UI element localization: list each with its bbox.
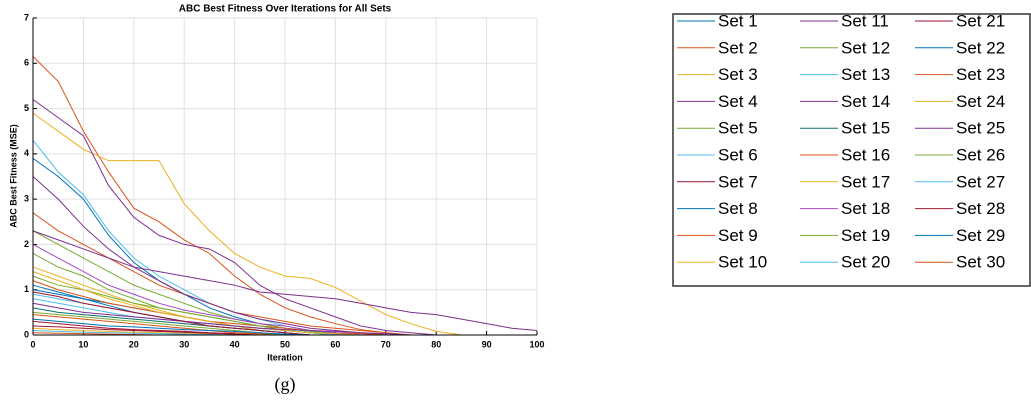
legend-label: Set 17 bbox=[841, 172, 890, 191]
x-tick-label: 50 bbox=[280, 339, 290, 349]
legend-label: Set 11 bbox=[841, 11, 889, 30]
y-tick-label: 7 bbox=[24, 12, 29, 22]
chart-title: ABC Best Fitness Over Iterations for All… bbox=[179, 4, 392, 15]
legend-label: Set 4 bbox=[718, 92, 758, 111]
x-tick-label: 100 bbox=[529, 339, 544, 349]
legend-label: Set 24 bbox=[956, 92, 1005, 111]
y-tick-label: 4 bbox=[24, 148, 29, 158]
x-tick-label: 90 bbox=[482, 339, 492, 349]
legend-label: Set 20 bbox=[841, 253, 890, 272]
legend-label: Set 16 bbox=[841, 145, 890, 164]
legend-label: Set 30 bbox=[956, 253, 1005, 272]
legend-label: Set 5 bbox=[718, 119, 758, 138]
series-line bbox=[32, 112, 537, 336]
legend-label: Set 14 bbox=[841, 92, 890, 111]
x-tick-label: 30 bbox=[179, 339, 189, 349]
legend-label: Set 2 bbox=[718, 38, 758, 57]
x-axis-label: Iteration bbox=[267, 352, 303, 362]
y-tick-label: 0 bbox=[24, 329, 29, 339]
caption: (g) bbox=[275, 374, 296, 395]
legend-label: Set 13 bbox=[841, 65, 890, 84]
legend-label: Set 10 bbox=[718, 253, 767, 272]
x-tick-label: 40 bbox=[230, 339, 240, 349]
y-tick-label: 3 bbox=[24, 194, 29, 204]
legend-box bbox=[672, 13, 1031, 287]
legend-label: Set 18 bbox=[841, 199, 890, 218]
legend-label: Set 12 bbox=[841, 38, 890, 57]
legend-label: Set 19 bbox=[841, 226, 890, 245]
x-tick-label: 0 bbox=[30, 339, 35, 349]
legend-label: Set 8 bbox=[718, 199, 758, 218]
legend-label: Set 25 bbox=[956, 119, 1005, 138]
y-tick-label: 1 bbox=[24, 284, 29, 294]
x-tick-label: 60 bbox=[330, 339, 340, 349]
legend-label: Set 23 bbox=[956, 65, 1005, 84]
legend-label: Set 28 bbox=[956, 199, 1005, 218]
legend-label: Set 1 bbox=[718, 11, 758, 30]
y-tick-label: 5 bbox=[24, 103, 29, 113]
legend-label: Set 22 bbox=[956, 38, 1005, 57]
y-axis-label: ABC Best Fitness (MSE) bbox=[8, 124, 18, 228]
legend-label: Set 27 bbox=[956, 172, 1005, 191]
legend-label: Set 9 bbox=[718, 226, 758, 245]
y-tick-label: 2 bbox=[24, 239, 29, 249]
legend-label: Set 21 bbox=[956, 11, 1005, 30]
x-tick-label: 80 bbox=[431, 339, 441, 349]
x-tick-label: 10 bbox=[78, 339, 88, 349]
legend-label: Set 15 bbox=[841, 119, 890, 138]
legend-label: Set 26 bbox=[956, 145, 1005, 164]
legend-label: Set 6 bbox=[718, 145, 758, 164]
legend-label: Set 3 bbox=[718, 65, 758, 84]
y-tick-label: 6 bbox=[24, 58, 29, 68]
legend-label: Set 29 bbox=[956, 226, 1005, 245]
legend-label: Set 7 bbox=[718, 172, 758, 191]
series-line bbox=[32, 230, 538, 331]
x-tick-label: 70 bbox=[381, 339, 391, 349]
x-tick-label: 20 bbox=[129, 339, 139, 349]
